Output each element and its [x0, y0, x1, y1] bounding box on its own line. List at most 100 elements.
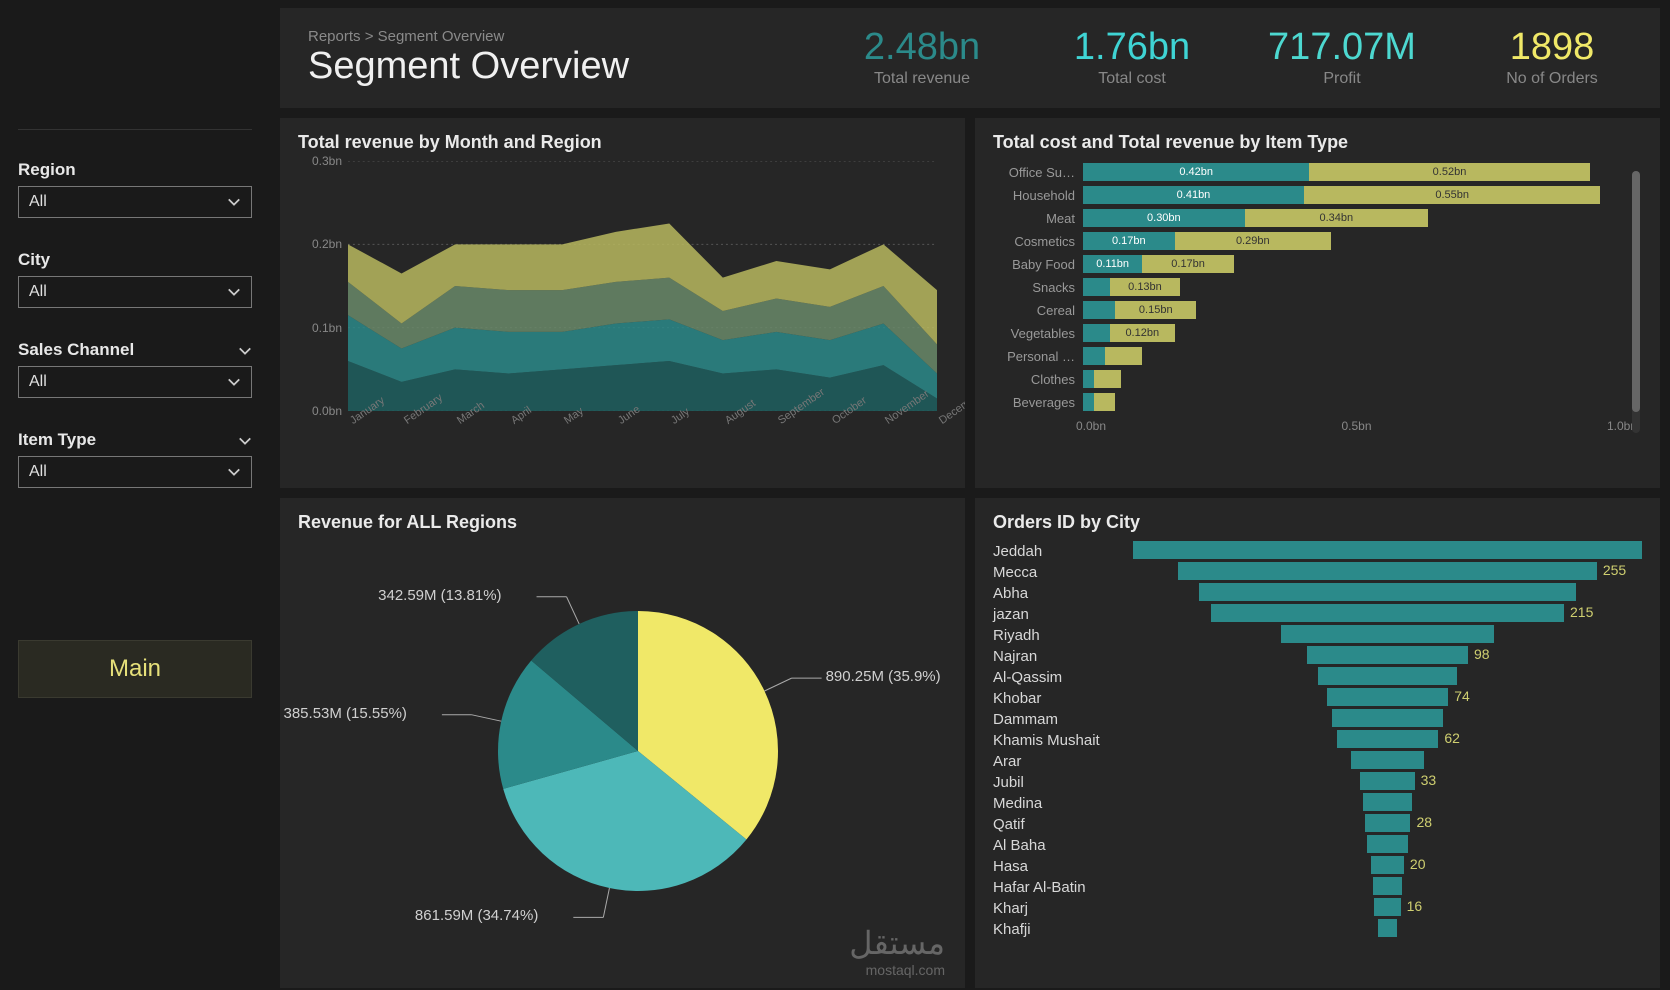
kpi-3: 1898No of Orders	[1472, 28, 1632, 88]
hbar-seg-cost	[1083, 278, 1110, 296]
funnel-bar-7[interactable]	[1327, 688, 1449, 706]
chevron-down-icon	[238, 433, 252, 447]
main-button[interactable]: Main	[18, 640, 252, 698]
funnel-bar-18[interactable]	[1378, 919, 1398, 937]
hbar-seg-rev	[1094, 393, 1116, 411]
funnel-bar-5[interactable]	[1307, 646, 1468, 664]
funnel-city-16: Hafar Al-Batin	[993, 877, 1133, 898]
hbar-chart-title: Total cost and Total revenue by Item Typ…	[993, 132, 1642, 153]
funnel-bar-15[interactable]	[1371, 856, 1404, 874]
funnel-bar-9[interactable]	[1337, 730, 1439, 748]
hbar-seg-cost: 0.42bn	[1083, 163, 1309, 181]
funnel-city-7: Khobar	[993, 688, 1133, 709]
hbar-row-9[interactable]: Clothes	[993, 368, 1622, 390]
hbar-row-10[interactable]: Beverages	[993, 391, 1622, 413]
filter-select-2[interactable]: All	[18, 366, 252, 398]
hbar-row-3[interactable]: Cosmetics0.17bn0.29bn	[993, 230, 1622, 252]
hbar-seg-cost	[1083, 301, 1115, 319]
hbar-scrollbar[interactable]	[1632, 171, 1640, 433]
hbar-row-2[interactable]: Meat0.30bn0.34bn	[993, 207, 1622, 229]
pie-chart-card: Revenue for ALL Regions 890.25M (35.9%)8…	[280, 498, 965, 988]
hbar-seg-rev: 0.55bn	[1304, 186, 1600, 204]
funnel-bar-11[interactable]	[1360, 772, 1414, 790]
pie-chart-title: Revenue for ALL Regions	[298, 512, 947, 533]
kpi-2: 717.07MProfit	[1262, 28, 1422, 88]
pie-label-2: 385.53M (15.55%)	[284, 705, 407, 722]
header: Reports > Segment Overview Segment Overv…	[280, 8, 1660, 108]
funnel-city-13: Qatif	[993, 814, 1133, 835]
hbar-row-0[interactable]: Office Su…0.42bn0.52bn	[993, 161, 1622, 183]
funnel-val-17: 16	[1407, 898, 1423, 914]
hbar-seg-cost	[1083, 347, 1105, 365]
sidebar-logo-area	[18, 20, 252, 130]
funnel-city-9: Khamis Mushait	[993, 730, 1133, 751]
funnel-city-1: Mecca	[993, 562, 1133, 583]
breadcrumb: Reports > Segment Overview	[308, 28, 802, 45]
funnel-bar-16[interactable]	[1373, 877, 1403, 895]
filter-label-1: City	[18, 250, 252, 270]
funnel-val-11: 33	[1421, 772, 1437, 788]
hbar-seg-rev: 0.13bn	[1110, 278, 1180, 296]
chevron-down-icon	[238, 343, 252, 357]
hbar-seg-cost: 0.41bn	[1083, 186, 1304, 204]
funnel-city-14: Al Baha	[993, 835, 1133, 856]
funnel-city-17: Kharj	[993, 898, 1133, 919]
area-chart-title: Total revenue by Month and Region	[298, 132, 947, 153]
funnel-val-9: 62	[1444, 730, 1460, 746]
filter-select-1[interactable]: All	[18, 276, 252, 308]
chevron-down-icon	[227, 285, 241, 299]
funnel-city-18: Khafji	[993, 919, 1133, 940]
hbar-row-1[interactable]: Household0.41bn0.55bn	[993, 184, 1622, 206]
funnel-city-4: Riyadh	[993, 625, 1133, 646]
pie-label-3: 342.59M (13.81%)	[378, 587, 501, 604]
kpi-0: 2.48bnTotal revenue	[842, 28, 1002, 88]
hbar-seg-rev: 0.15bn	[1115, 301, 1196, 319]
hbar-seg-rev: 0.12bn	[1110, 324, 1175, 342]
funnel-bar-12[interactable]	[1363, 793, 1412, 811]
funnel-bar-10[interactable]	[1351, 751, 1425, 769]
funnel-city-5: Najran	[993, 646, 1133, 667]
funnel-bar-3[interactable]	[1211, 604, 1564, 622]
funnel-val-15: 20	[1410, 856, 1426, 872]
filter-label-0: Region	[18, 160, 252, 180]
funnel-bar-13[interactable]	[1365, 814, 1411, 832]
page-title: Segment Overview	[308, 45, 802, 88]
hbar-row-5[interactable]: Snacks0.13bn	[993, 276, 1622, 298]
funnel-val-3: 215	[1570, 604, 1593, 620]
hbar-row-4[interactable]: Baby Food0.11bn0.17bn	[993, 253, 1622, 275]
hbar-row-7[interactable]: Vegetables0.12bn	[993, 322, 1622, 344]
filter-label-2: Sales Channel	[18, 340, 252, 360]
funnel-bar-1[interactable]	[1178, 562, 1597, 580]
filter-select-0[interactable]: All	[18, 186, 252, 218]
funnel-bar-14[interactable]	[1367, 835, 1408, 853]
funnel-bar-6[interactable]	[1318, 667, 1458, 685]
funnel-val-5: 98	[1474, 646, 1490, 662]
sidebar: Region All City All Sales Channel All Item Typ…	[0, 0, 270, 990]
funnel-bar-4[interactable]	[1281, 625, 1494, 643]
hbar-seg-rev	[1105, 347, 1143, 365]
hbar-seg-cost: 0.30bn	[1083, 209, 1245, 227]
funnel-city-12: Medina	[993, 793, 1133, 814]
funnel-city-8: Dammam	[993, 709, 1133, 730]
hbar-seg-rev: 0.34bn	[1245, 209, 1428, 227]
funnel-city-0: Jeddah	[993, 541, 1133, 562]
hbar-row-6[interactable]: Cereal0.15bn	[993, 299, 1622, 321]
hbar-seg-rev: 0.17bn	[1142, 255, 1234, 273]
hbar-chart-card: Total cost and Total revenue by Item Typ…	[975, 118, 1660, 488]
funnel-bar-0[interactable]	[1133, 541, 1642, 559]
hbar-row-8[interactable]: Personal …	[993, 345, 1622, 367]
funnel-city-2: Abha	[993, 583, 1133, 604]
filter-select-3[interactable]: All	[18, 456, 252, 488]
hbar-seg-cost: 0.17bn	[1083, 232, 1175, 250]
funnel-bar-8[interactable]	[1332, 709, 1444, 727]
area-chart-card: Total revenue by Month and Region 0.3bn0…	[280, 118, 965, 488]
funnel-city-10: Arar	[993, 751, 1133, 772]
kpi-1: 1.76bnTotal cost	[1052, 28, 1212, 88]
hbar-seg-rev	[1094, 370, 1121, 388]
funnel-bar-17[interactable]	[1374, 898, 1400, 916]
filter-label-3: Item Type	[18, 430, 252, 450]
hbar-seg-cost: 0.11bn	[1083, 255, 1142, 273]
funnel-chart-title: Orders ID by City	[993, 512, 1642, 533]
funnel-bar-2[interactable]	[1199, 583, 1577, 601]
funnel-city-15: Hasa	[993, 856, 1133, 877]
